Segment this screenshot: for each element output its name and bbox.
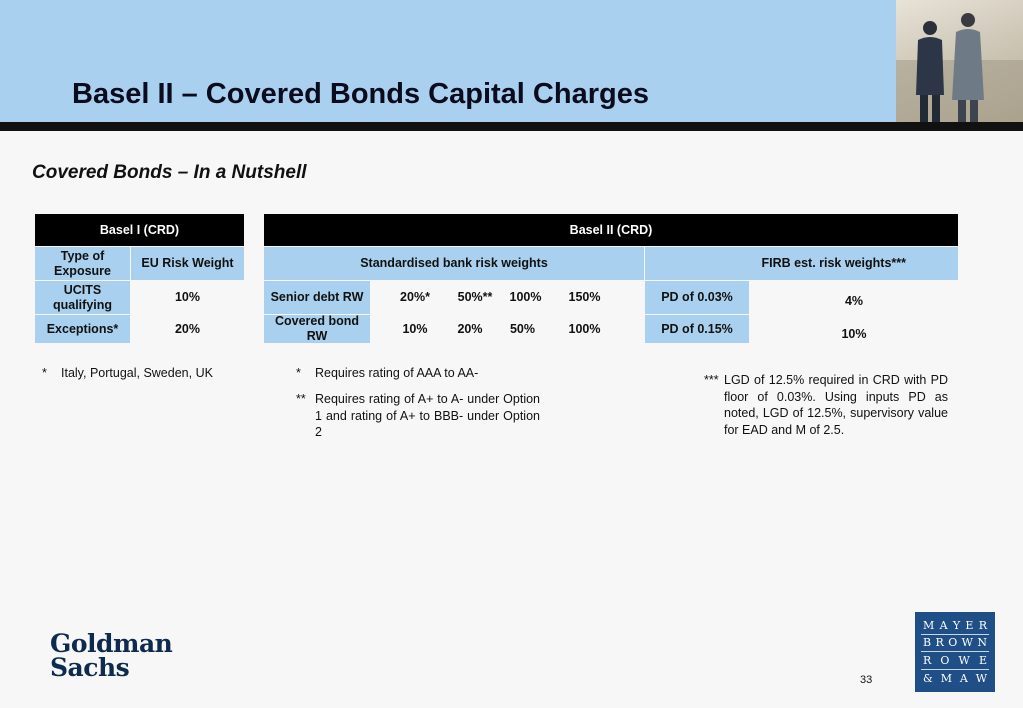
footnote-senior-star: * Requires rating of AAA to AA- — [296, 365, 542, 385]
footnote-senior-double-star: ** Requires rating of A+ to A- under Opt… — [296, 391, 542, 443]
logo-line: Goldman — [50, 629, 173, 658]
logo-letter: N — [977, 636, 987, 650]
basel2-row-label: Covered bond RW — [264, 314, 370, 343]
basel2-firb-cell: 4% — [844, 294, 864, 308]
logo-letter: E — [978, 653, 987, 667]
footnote-marker: *** — [704, 373, 719, 387]
logo-row: & M A W — [921, 670, 989, 688]
goldman-sachs-logo: Goldman Sachs — [50, 629, 173, 682]
mayer-brown-logo: M A Y E R B R O W N R O W E & M A W — [915, 612, 995, 692]
basel1-row-type: Exceptions* — [35, 315, 130, 343]
footnote-firb: *** LGD of 12.5% required in CRD with PD… — [704, 372, 949, 440]
footnote-text: Requires rating of A+ to A- under Option… — [315, 392, 540, 439]
basel1-row-weight: 10% — [174, 290, 201, 304]
logo-letter: & — [923, 671, 933, 685]
basel2-pd-cell: PD of 0.03% — [645, 281, 749, 314]
logo-letter: W — [958, 653, 970, 667]
logo-letter: O — [948, 636, 958, 650]
logo-letter: E — [965, 618, 974, 632]
basel2-cell: 10% — [402, 321, 428, 336]
logo-row: M A Y E R — [921, 617, 989, 635]
logo-letter: R — [935, 636, 944, 650]
header-band — [0, 0, 1023, 122]
logo-row: B R O W N — [921, 635, 989, 652]
basel2-cell: 50% — [509, 321, 536, 336]
footnote-marker: * — [296, 366, 301, 380]
logo-letter: R — [978, 618, 987, 632]
header-photo — [896, 0, 1023, 122]
basel2-cell: 20%* — [400, 290, 430, 304]
logo-letter: B — [923, 636, 932, 650]
logo-row: R O W E — [921, 652, 989, 670]
slide-title: Basel II – Covered Bonds Capital Charges — [72, 78, 649, 110]
logo-letter: A — [939, 618, 948, 632]
logo-letter: W — [975, 671, 987, 685]
footnote-text: LGD of 12.5% required in CRD with PD flo… — [724, 373, 948, 437]
basel2-cell: 150% — [568, 290, 601, 304]
basel2-standardised-header: Standardised bank risk weights — [264, 247, 644, 280]
slide-subtitle: Covered Bonds – In a Nutshell — [32, 162, 307, 183]
logo-letter: R — [923, 653, 932, 667]
logo-letter: M — [940, 671, 952, 685]
basel1-row-weight: 20% — [174, 321, 201, 336]
header-divider — [0, 122, 1023, 131]
basel1-col-weight-header: EU Risk Weight — [131, 247, 244, 280]
footnote-text: Requires rating of AAA to AA- — [315, 366, 479, 380]
basel1-table-header: Basel I (CRD) — [35, 214, 244, 246]
basel2-pd-cell: PD of 0.15% — [645, 315, 749, 343]
footnote-marker: ** — [296, 392, 306, 406]
basel2-firb-header: FIRB est. risk weights*** — [645, 247, 958, 280]
logo-letter: W — [961, 636, 973, 650]
logo-letter: A — [959, 671, 968, 685]
basel2-row-label: Senior debt RW — [264, 281, 370, 314]
basel2-table-header: Basel II (CRD) — [264, 214, 958, 246]
footnote-text: Italy, Portugal, Sweden, UK — [61, 366, 213, 380]
logo-letter: M — [923, 618, 935, 632]
logo-letter: Y — [952, 618, 961, 632]
footnote-basel1: * Italy, Portugal, Sweden, UK — [42, 365, 242, 385]
footnote-marker: * — [42, 366, 47, 380]
page-number: 33 — [860, 674, 873, 686]
logo-letter: O — [940, 653, 950, 667]
basel2-cell: 100% — [568, 321, 601, 336]
basel2-cell: 20% — [457, 321, 483, 336]
basel1-col-type-header: Type of Exposure — [35, 247, 130, 280]
basel2-cell: 50%** — [457, 290, 493, 304]
logo-line: Sachs — [50, 653, 130, 682]
basel2-firb-cell: 10% — [841, 326, 867, 341]
basel2-cell: 100% — [509, 290, 542, 304]
basel1-row-type: UCITS qualifying — [35, 281, 130, 314]
